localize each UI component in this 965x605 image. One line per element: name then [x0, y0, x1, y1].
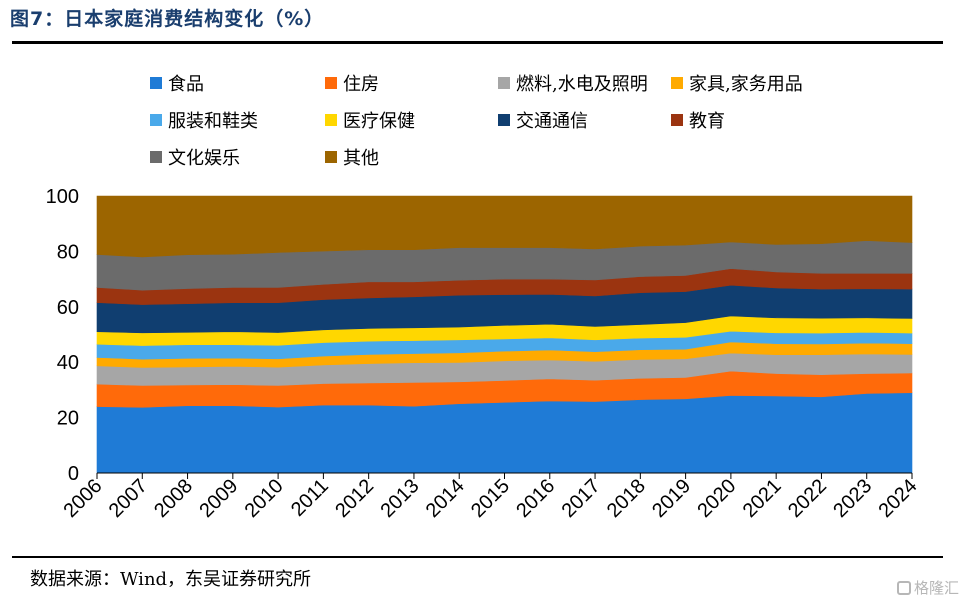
- x-tick-label: 2013: [376, 475, 423, 522]
- area-series-group: [96, 195, 913, 474]
- x-tick-label: 2014: [422, 475, 469, 522]
- y-tick-label: 100: [46, 186, 79, 208]
- x-tick-label: 2011: [287, 475, 333, 521]
- x-tick-label: 2017: [558, 475, 605, 522]
- top-rule: [12, 41, 943, 44]
- x-tick-label: 2009: [195, 475, 242, 522]
- area-series: [96, 195, 913, 258]
- y-tick-label: 40: [57, 352, 79, 374]
- y-tick-label: 20: [57, 408, 79, 430]
- figure-title: 图7：日本家庭消费结构变化（%）: [10, 8, 325, 30]
- x-tick-label: 2022: [784, 475, 831, 522]
- x-tick-label: 2008: [150, 475, 197, 522]
- x-tick-label: 2019: [648, 475, 695, 522]
- watermark-logo-icon: [896, 580, 911, 595]
- x-tick-label: 2020: [693, 475, 740, 522]
- x-tick-label: 2007: [105, 475, 152, 522]
- watermark: 格隆汇: [896, 577, 959, 598]
- bottom-rule: [12, 556, 943, 558]
- y-tick-label: 0: [68, 463, 79, 485]
- x-tick-label: 2006: [60, 475, 107, 522]
- watermark-text: 格隆汇: [913, 579, 959, 597]
- x-tick-label: 2021: [739, 475, 786, 522]
- x-tick-label: 2010: [241, 475, 288, 522]
- x-tick-label: 2012: [331, 475, 378, 522]
- y-tick-label: 80: [57, 241, 79, 263]
- x-tick-label: 2016: [512, 475, 559, 522]
- x-tick-label: 2018: [603, 475, 650, 522]
- y-tick-label: 60: [57, 297, 79, 319]
- source-note: 数据来源：Wind，东吴证券研究所: [30, 569, 312, 590]
- x-tick-label: 2024: [875, 475, 922, 522]
- x-tick-label: 2023: [829, 475, 876, 522]
- x-tick-label: 2015: [467, 475, 514, 522]
